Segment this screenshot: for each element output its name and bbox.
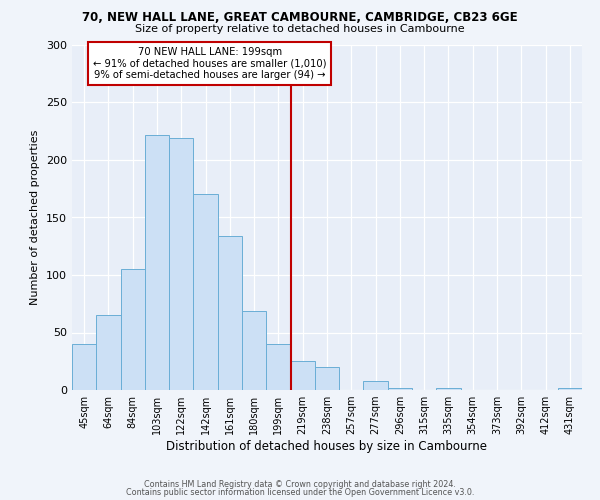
Text: 70, NEW HALL LANE, GREAT CAMBOURNE, CAMBRIDGE, CB23 6GE: 70, NEW HALL LANE, GREAT CAMBOURNE, CAMB… [82, 11, 518, 24]
Bar [290, 361, 315, 390]
X-axis label: Distribution of detached houses by size in Cambourne: Distribution of detached houses by size … [167, 440, 487, 453]
Bar [72, 344, 96, 390]
Bar [388, 388, 412, 390]
Text: Size of property relative to detached houses in Cambourne: Size of property relative to detached ho… [135, 24, 465, 34]
Text: 70 NEW HALL LANE: 199sqm
← 91% of detached houses are smaller (1,010)
9% of semi: 70 NEW HALL LANE: 199sqm ← 91% of detach… [93, 46, 326, 80]
Text: Contains public sector information licensed under the Open Government Licence v3: Contains public sector information licen… [126, 488, 474, 497]
Bar [558, 388, 582, 390]
Bar [193, 194, 218, 390]
Bar [145, 134, 169, 390]
Bar [315, 367, 339, 390]
Bar [242, 310, 266, 390]
Bar [364, 381, 388, 390]
Bar [169, 138, 193, 390]
Bar [96, 316, 121, 390]
Bar [218, 236, 242, 390]
Text: Contains HM Land Registry data © Crown copyright and database right 2024.: Contains HM Land Registry data © Crown c… [144, 480, 456, 489]
Y-axis label: Number of detached properties: Number of detached properties [31, 130, 40, 305]
Bar [436, 388, 461, 390]
Bar [121, 269, 145, 390]
Bar [266, 344, 290, 390]
